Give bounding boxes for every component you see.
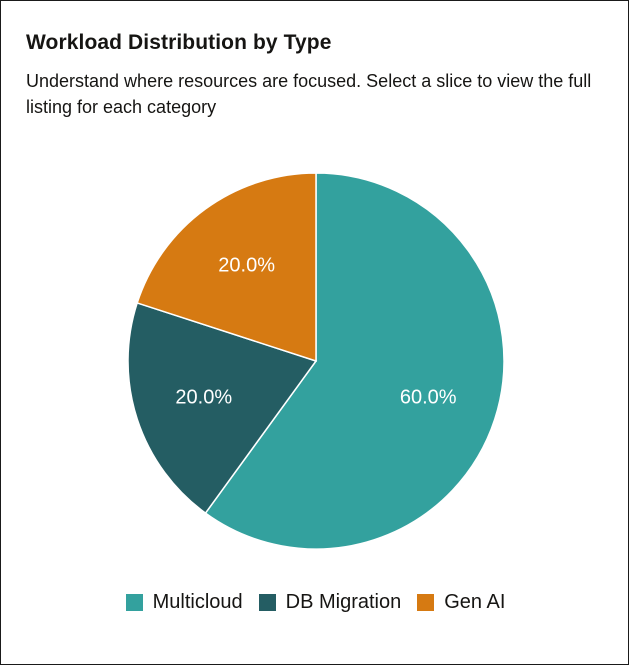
legend-item-db-migration[interactable]: DB Migration: [258, 591, 402, 614]
legend-item-multicloud[interactable]: Multicloud: [125, 591, 243, 614]
chart-legend: Multicloud DB Migration Gen AI: [1, 591, 629, 614]
legend-swatch-db-migration: [258, 594, 276, 611]
legend-item-gen-ai[interactable]: Gen AI: [417, 591, 505, 614]
pie-slices: [127, 172, 505, 550]
legend-label-gen-ai: Gen AI: [444, 591, 506, 613]
pie-slice-multicloud[interactable]: [204, 172, 505, 550]
legend-swatch-gen-ai: [417, 594, 435, 611]
pie-slice-gen-ai[interactable]: [136, 172, 317, 363]
legend-swatch-multicloud: [125, 594, 143, 611]
chart-subtitle: Understand where resources are focused. …: [26, 71, 592, 117]
chart-title: Workload Distribution by Type: [26, 31, 332, 54]
legend-label-multicloud: Multicloud: [152, 591, 243, 613]
pie-slice-db-migration[interactable]: [127, 301, 318, 515]
legend-label-db-migration: DB Migration: [285, 591, 402, 613]
